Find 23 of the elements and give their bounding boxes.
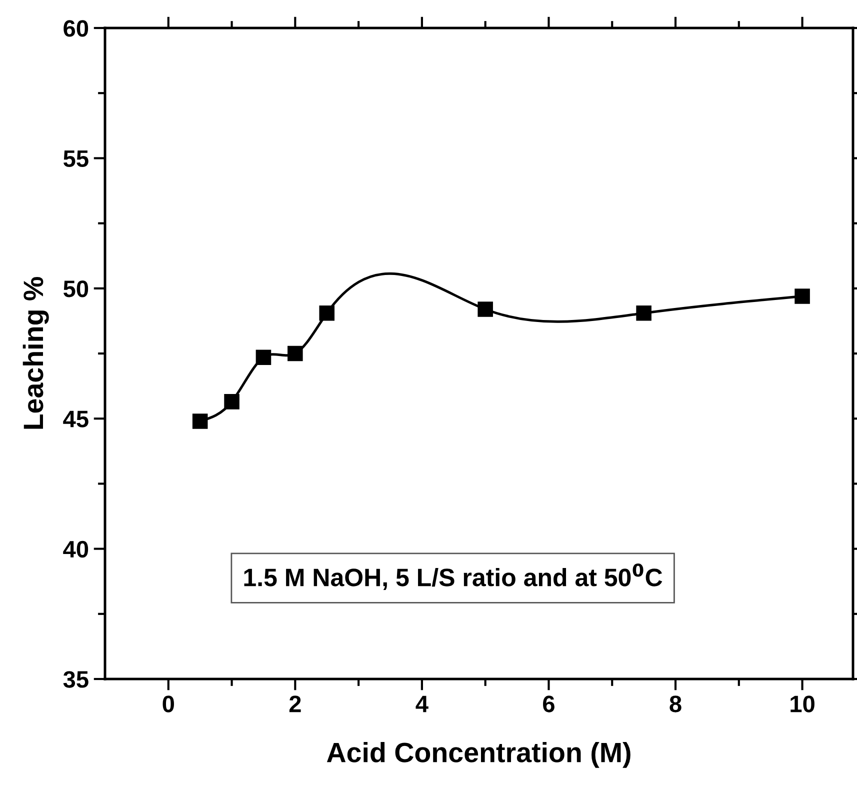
x-tick-label: 0: [162, 696, 174, 712]
y-axis-title: Leaching %: [22, 277, 49, 429]
x-tick-label: 10: [790, 696, 814, 712]
annotation: 1.5 M NaOH, 5 L/S ratio and at 50$^{0}$C: [244, 564, 662, 590]
point: [192, 414, 208, 429]
x-tick-label: 6: [543, 696, 554, 712]
point: [636, 306, 652, 321]
y-tick-label: 45: [63, 410, 88, 428]
point: [256, 350, 272, 366]
point: [288, 346, 303, 362]
point: [224, 394, 240, 410]
point: [794, 288, 810, 304]
y-tick-label: 50: [63, 280, 88, 298]
y-tick-label: 60: [64, 20, 88, 37]
x-axis-title: Acid Concentration (M): [326, 742, 630, 768]
x-tick-label: 2: [289, 696, 301, 712]
x-tick-label: 8: [670, 696, 682, 712]
y-tick-label: 35: [63, 671, 88, 688]
point: [478, 302, 493, 317]
y-tick-label: 55: [63, 150, 88, 167]
y-tick-label: 40: [63, 540, 88, 558]
x-tick-label: 4: [416, 696, 428, 712]
point: [319, 306, 335, 321]
